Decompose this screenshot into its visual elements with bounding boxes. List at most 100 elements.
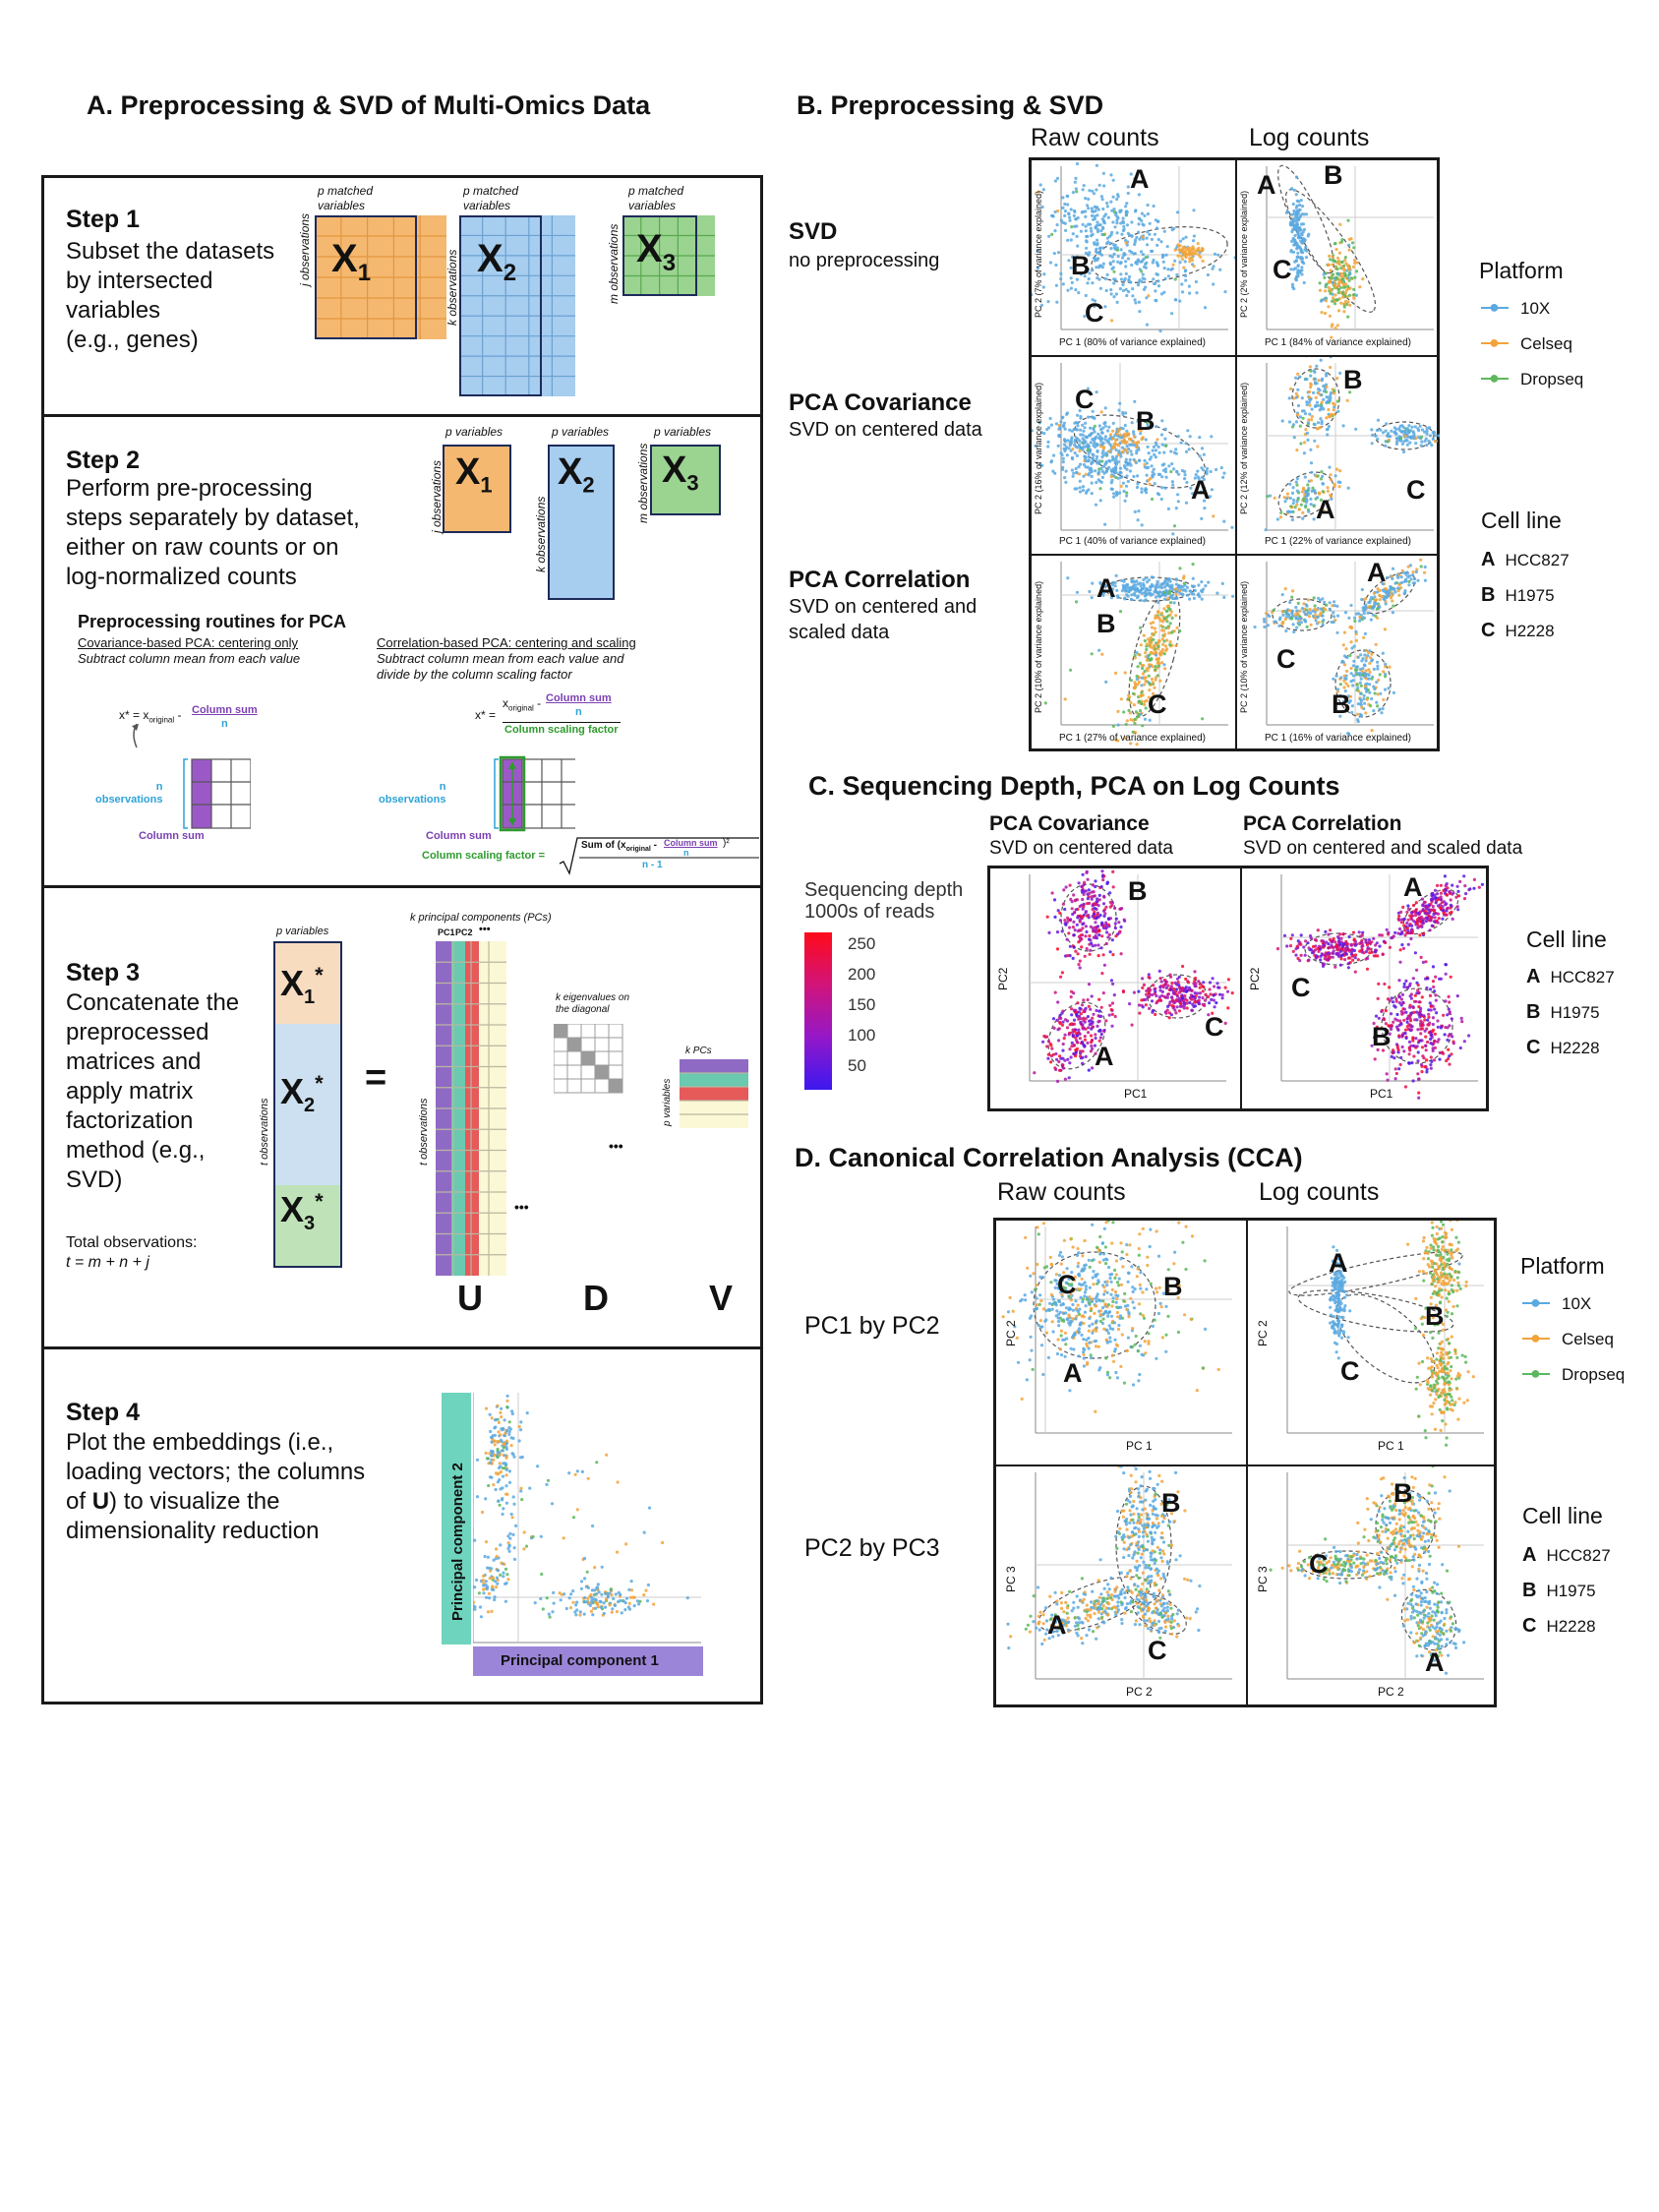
b21-c bbox=[1253, 587, 1371, 634]
c-cov-a: A bbox=[1095, 1042, 1114, 1071]
cov-matrix-diagram bbox=[132, 723, 251, 829]
b-platform-legend-title: Platform bbox=[1479, 258, 1564, 283]
depth-tick-50: 50 bbox=[848, 1056, 866, 1075]
s2-obs-label-1: j observations bbox=[430, 459, 444, 533]
cor-sqrt-sign bbox=[559, 837, 759, 875]
cluster-ellipse bbox=[1073, 414, 1207, 489]
b-col-raw: Raw counts bbox=[1031, 124, 1159, 151]
c0-c bbox=[1109, 964, 1234, 1027]
matrix-x1-outline bbox=[315, 215, 417, 339]
d-col-raw: Raw counts bbox=[997, 1178, 1126, 1206]
b-row1-bold: SVD bbox=[789, 218, 838, 245]
cor-sum-n: n bbox=[683, 848, 689, 858]
s2-var-label-2: p variables bbox=[552, 425, 610, 439]
b-svd-log-b: B bbox=[1324, 160, 1343, 190]
step3-box: Step 3 Concatenate the preprocessed matr… bbox=[41, 885, 763, 1349]
matrix-x3-label: X3 bbox=[636, 227, 677, 276]
b-svd-log-c: C bbox=[1273, 255, 1292, 284]
d-raw-12-y: PC 2 bbox=[1004, 1320, 1018, 1346]
c-cov-ylabel: PC2 bbox=[996, 967, 1010, 990]
cor-title: Correlation-based PCA: centering and sca… bbox=[377, 635, 636, 650]
cluster-ellipse bbox=[1304, 932, 1373, 966]
depth-tick-200: 200 bbox=[848, 965, 876, 984]
b-cellline-c: C H2228 bbox=[1481, 620, 1555, 641]
matrix-x1 bbox=[315, 215, 446, 339]
cor-formula-num: xoriginal - bbox=[503, 696, 542, 713]
cor-col-sum-label: Column sum bbox=[426, 830, 492, 842]
c-cov-sub: SVD on centered data bbox=[989, 838, 1173, 859]
step4-scatter bbox=[473, 1393, 701, 1644]
d-raw-12: PC 1 PC 2 C B A bbox=[996, 1221, 1248, 1466]
m1-side-label: j observations bbox=[298, 212, 312, 286]
b-cov-log-y: PC 2 (12% of variance explained) bbox=[1239, 382, 1249, 514]
cluster-ellipse bbox=[1272, 598, 1333, 631]
cov-title: Covariance-based PCA: centering only bbox=[78, 635, 299, 650]
d-raw-23-y: PC 3 bbox=[1004, 1566, 1018, 1592]
cov-col-sum-label: Column sum bbox=[139, 830, 205, 842]
d10-c bbox=[1120, 1583, 1201, 1640]
panel-a-title: A. Preprocessing & SVD of Multi-Omics Da… bbox=[87, 90, 651, 120]
cov-desc: Subtract column mean from each value bbox=[78, 651, 301, 666]
d-platform-legend-title: Platform bbox=[1520, 1253, 1605, 1279]
b01-c2 bbox=[1318, 218, 1365, 339]
s3-eigen-label: k eigenvalues on the diagonal bbox=[556, 992, 630, 1015]
c1-c bbox=[1275, 928, 1417, 974]
b-cov-log-a: A bbox=[1316, 495, 1335, 524]
d-legend-celseq: ● Celseq bbox=[1522, 1328, 1614, 1349]
c-cor-cell: PC1 PC2 A C B bbox=[1242, 868, 1486, 1108]
b-legend-dropseq: ● Dropseq bbox=[1481, 368, 1583, 389]
b-svd-raw-a: A bbox=[1130, 164, 1150, 194]
u-label: U bbox=[457, 1278, 483, 1318]
b20-b bbox=[1111, 563, 1195, 746]
d01-r1 bbox=[1406, 1221, 1468, 1340]
m3-side-label: m observations bbox=[607, 223, 621, 304]
s3-k-pcs: k principal components (PCs) bbox=[410, 912, 552, 924]
b-cov-log: PC 1 (22% of variance explained) PC 2 (1… bbox=[1237, 357, 1440, 556]
cor-col-sum: Column sum bbox=[546, 692, 612, 704]
s3-t-observations-u: t observations bbox=[418, 1098, 430, 1166]
d11-b bbox=[1356, 1466, 1461, 1601]
cor-formula-x: x* = bbox=[475, 708, 497, 722]
step3-title: Step 3 bbox=[66, 959, 141, 986]
b-col-log: Log counts bbox=[1249, 124, 1370, 151]
b-legend-10x: ● 10X bbox=[1481, 297, 1550, 319]
v-matrix bbox=[680, 1059, 748, 1128]
b-svd-log-x: PC 1 (84% of variance explained) bbox=[1265, 337, 1411, 348]
b-cov-raw-x: PC 1 (40% of variance explained) bbox=[1059, 536, 1206, 547]
s2-matrix-x1 bbox=[443, 445, 511, 533]
d-raw-23-plot bbox=[1006, 1466, 1232, 1680]
s4-cluster-b bbox=[481, 1566, 689, 1619]
d-cellline-a: A HCC827 bbox=[1522, 1544, 1611, 1566]
b-svd-log-y: PC 2 (2% of variance explained) bbox=[1239, 190, 1249, 318]
step1-text: Subset the datasets by intersected varia… bbox=[66, 238, 275, 353]
routines-title: Preprocessing routines for PCA bbox=[78, 612, 347, 631]
c-cor-b: B bbox=[1372, 1022, 1392, 1051]
cov-n-obs: n observations bbox=[95, 781, 163, 806]
d-raw-12-b: B bbox=[1163, 1272, 1183, 1301]
b11-c bbox=[1354, 418, 1440, 454]
cluster-ellipse bbox=[1132, 1592, 1187, 1636]
cluster-ellipse bbox=[1284, 189, 1377, 313]
step4-box: Step 4 Plot the embeddings (i.e., loadin… bbox=[41, 1346, 763, 1704]
c-cellline-a: A HCC827 bbox=[1526, 966, 1615, 987]
v-grid bbox=[680, 1059, 748, 1128]
cor-sum-colsum: Column sum bbox=[664, 838, 718, 848]
d-raw-23-c: C bbox=[1148, 1636, 1167, 1665]
step3-text: Concatenate the preprocessed matrices an… bbox=[66, 989, 240, 1193]
b-row3-bold: PCA Correlation bbox=[789, 567, 971, 593]
concat-matrix bbox=[273, 941, 342, 1268]
d-matrix bbox=[554, 1024, 623, 1094]
cor-scaling-factor: Column scaling factor bbox=[504, 724, 619, 736]
c-cov-bold: PCA Covariance bbox=[989, 812, 1150, 835]
c-cor-sub: SVD on centered and scaled data bbox=[1243, 838, 1523, 859]
pc1-axis-bar bbox=[473, 1646, 703, 1676]
d-dots: ••• bbox=[609, 1138, 623, 1154]
c-cellline-c: C H2228 bbox=[1526, 1037, 1600, 1058]
d-raw-12-c: C bbox=[1057, 1270, 1077, 1299]
step1-title: Step 1 bbox=[66, 206, 141, 233]
b00-c3 bbox=[1171, 242, 1205, 269]
cluster-ellipse bbox=[1381, 987, 1453, 1064]
total-formula: t = m + n + j bbox=[66, 1254, 149, 1271]
depth-tick-100: 100 bbox=[848, 1026, 876, 1045]
total-observations: Total observations: bbox=[66, 1234, 198, 1251]
